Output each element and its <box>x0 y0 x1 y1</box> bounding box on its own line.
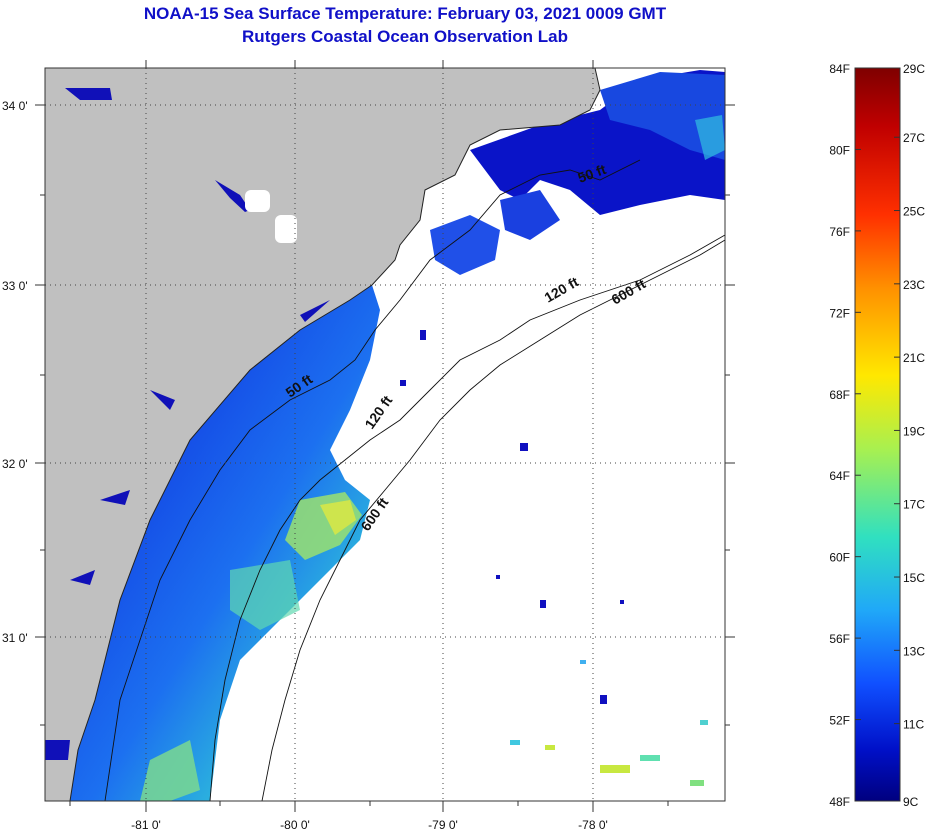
sst-warm-patch <box>320 500 356 535</box>
sst-warm-patch <box>140 740 200 801</box>
colorbar-c-label: 25C <box>903 205 925 219</box>
colorbar-c-label: 13C <box>903 644 925 658</box>
lon-tick-label: -78 0' <box>578 818 608 832</box>
map-title: NOAA-15 Sea Surface Temperature: Februar… <box>143 4 667 23</box>
isobath-120ft <box>209 234 725 801</box>
colorbar-celsius-labels: 29C 27C 25C 23C 21C 19C 17C 15C 13C 11C 9C <box>903 62 925 809</box>
axis-ticks <box>35 60 735 812</box>
colorbar-f-label: 72F <box>829 306 850 320</box>
colorbar-f-label: 56F <box>829 632 850 646</box>
map-subtitle: Rutgers Coastal Ocean Observation Lab <box>242 27 568 46</box>
colorbar-c-label: 17C <box>903 498 925 512</box>
sst-north-patch <box>695 115 725 160</box>
colorbar-c-label: 21C <box>903 351 925 365</box>
colorbar-f-label: 52F <box>829 714 850 728</box>
lon-tick-label: -80 0' <box>280 818 310 832</box>
sst-coastal-band <box>60 285 380 801</box>
colorbar-gradient <box>854 67 901 802</box>
coastline <box>69 68 601 801</box>
lon-tick-label: -81 0' <box>131 818 161 832</box>
lake-cloud <box>275 215 297 243</box>
isobath-600ft <box>261 239 725 801</box>
inland-waterways <box>45 88 330 760</box>
sst-scattered-pixels <box>400 330 708 786</box>
colorbar-fahrenheit-labels: 84F 80F 76F 72F 68F 64F 60F 56F 52F 48F <box>829 62 850 809</box>
graticule <box>45 68 725 801</box>
sst-warm-patch <box>230 560 300 630</box>
colorbar-ticks <box>855 67 900 802</box>
colorbar-c-label: 27C <box>903 131 925 145</box>
isobath-50ft <box>104 159 641 801</box>
lat-tick-label: 33 0' <box>2 279 28 293</box>
sst-north-patch <box>430 215 500 275</box>
map-frame <box>44 67 726 802</box>
lake-cloud <box>245 190 270 212</box>
colorbar-c-label: 15C <box>903 571 925 585</box>
lat-tick-label: 34 0' <box>2 99 28 113</box>
colorbar-f-label: 84F <box>829 62 850 76</box>
colorbar: 84F 80F 76F 72F 68F 64F 60F 56F 52F 48F 29C 27C 25C… <box>829 62 925 809</box>
land-mass <box>45 68 600 801</box>
sst-north-patch <box>500 190 560 240</box>
colorbar-c-label: 23C <box>903 278 925 292</box>
colorbar-c-label: 11C <box>903 718 924 732</box>
colorbar-f-label: 60F <box>829 551 850 565</box>
colorbar-c-label: 29C <box>903 62 925 76</box>
sst-north-patch <box>600 72 725 160</box>
lat-tick-label: 31 0' <box>2 631 28 645</box>
colorbar-f-label: 68F <box>829 388 850 402</box>
colorbar-f-label: 64F <box>829 469 850 483</box>
colorbar-c-label: 19C <box>903 424 925 438</box>
colorbar-c-label: 9C <box>903 795 919 809</box>
colorbar-f-label: 76F <box>829 225 850 239</box>
colorbar-f-label: 80F <box>829 143 850 157</box>
lat-tick-label: 32 0' <box>2 457 28 471</box>
lon-tick-label: -79 0' <box>428 818 458 832</box>
map-area: 50 ft 120 ft 600 ft 120 ft 600 ft 50 ft <box>45 68 725 801</box>
colorbar-f-label: 48F <box>829 795 850 809</box>
